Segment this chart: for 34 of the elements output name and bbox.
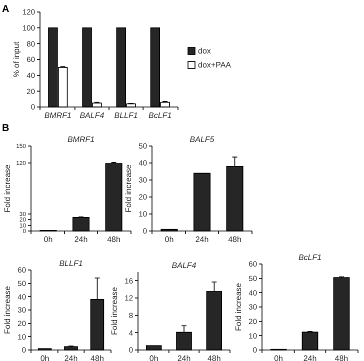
y-axis-title: Fold increase [110,286,119,336]
x-tick-label: 24h [195,235,209,244]
y-axis-title: Fold increase [234,282,243,332]
text: B [2,123,10,134]
x-tick-label: BMRF1 [44,111,72,120]
x-tick-label: 0h [149,354,158,361]
y-axis-title: Fold increase [124,164,133,213]
x-tick-label: 0h [44,235,53,244]
y-axis-title: % of input [12,40,21,78]
x-tick-label: BALF4 [80,111,105,120]
x-tick-label: BLLF1 [114,111,138,120]
chart-title: BMRF1 [67,135,95,144]
x-tick-label: 24h [177,354,191,361]
x-tick-label: 24h [303,354,317,361]
text: A [2,4,10,15]
chart-title: BALF4 [172,261,197,270]
x-tick-label: 48h [90,354,104,361]
chart-title: BcLF1 [298,253,322,262]
x-tick-label: 0h [274,354,283,361]
legend-label: dox [198,46,211,56]
legend-label: dox+PAA [198,60,232,70]
x-tick-label: 48h [207,354,221,361]
x-tick-label: BcLF1 [148,111,172,120]
x-tick-label: 24h [74,235,88,244]
x-tick-label: 0h [40,354,50,361]
x-tick-label: 48h [107,235,120,244]
chart-title: BLLF1 [59,259,83,268]
x-tick-label: 48h [334,354,348,361]
x-tick-label: 48h [228,235,242,244]
y-axis-title: Fold increase [3,164,12,213]
y-axis-title: Fold increase [3,285,12,334]
x-tick-label: 0h [164,235,174,244]
chart-title: BALF5 [190,135,215,144]
x-tick-label: 24h [64,354,78,361]
